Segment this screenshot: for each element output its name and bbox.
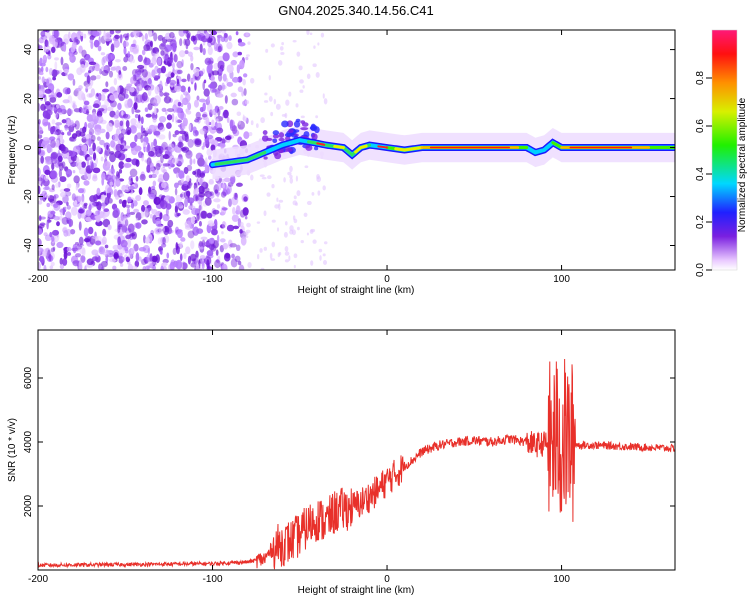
y-tick-label: 6000 (23, 366, 34, 389)
x-tick-label: 100 (553, 574, 570, 585)
spectrogram-x-ticks: -200 -100 0 100 (28, 30, 570, 285)
y-tick-label: -20 (23, 189, 34, 204)
x-tick-label: 0 (384, 574, 390, 585)
x-tick-label: -200 (28, 574, 48, 585)
colorbar-label: Normalized spectral amplitude (737, 97, 748, 232)
colorbar-frame (711, 29, 738, 271)
x-tick-label: 0 (384, 274, 390, 285)
y-tick-label: 40 (23, 44, 34, 56)
colorbar-ticks: 0.0 0.2 0.4 0.6 0.8 (695, 71, 712, 277)
x-tick-label: -100 (203, 274, 223, 285)
y-tick-label: 20 (23, 93, 34, 105)
colorbar-tick-label: 0.0 (695, 263, 706, 277)
y-tick-label: -40 (23, 238, 34, 253)
spectrogram-x-axis-label: Height of straight line (km) (298, 285, 415, 296)
snr-y-ticks: 2000 4000 6000 (23, 366, 675, 517)
snr-y-axis-label: SNR (10 * v/v) (7, 418, 18, 482)
snr-x-axis-label: Height of straight line (km) (298, 585, 415, 596)
snr-x-ticks: -200 -100 0 100 (28, 330, 570, 585)
chart-title: GN04.2025.340.14.56.C41 (278, 3, 433, 18)
colorbar: 0.0 0.2 0.4 0.6 0.8 Normalized spectral ampl… (695, 29, 748, 277)
snr-frame (37, 329, 676, 571)
x-tick-label: 100 (553, 274, 570, 285)
y-tick-label: 4000 (23, 430, 34, 453)
colorbar-tick-label: 0.4 (695, 167, 706, 181)
spectrogram-y-ticks: -40 -20 0 20 40 (23, 44, 675, 253)
snr-plot-area (38, 330, 675, 570)
spectrogram-ridge (209, 118, 675, 180)
spectrogram-y-axis-label: Frequency (Hz) (7, 116, 18, 185)
snr-series-line (38, 358, 675, 570)
colorbar-tick-label: 0.6 (695, 119, 706, 133)
colorbar-tick-label: 0.2 (695, 215, 706, 229)
spectrogram-noise-field (38, 30, 328, 270)
y-tick-label: 0 (23, 144, 34, 150)
spectrogram-frame (37, 29, 676, 271)
snr-panel: -200 -100 0 100 2000 4000 6000 Height of stra… (7, 329, 676, 596)
colorbar-gradient (712, 30, 737, 270)
y-tick-label: 2000 (23, 494, 34, 517)
x-tick-label: -200 (28, 274, 48, 285)
colorbar-tick-label: 0.8 (695, 71, 706, 85)
x-tick-label: -100 (203, 574, 223, 585)
